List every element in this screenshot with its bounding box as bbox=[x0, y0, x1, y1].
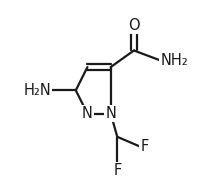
Text: O: O bbox=[128, 18, 140, 33]
Text: F: F bbox=[141, 139, 149, 154]
Text: N: N bbox=[105, 106, 116, 121]
Text: F: F bbox=[113, 163, 121, 178]
Text: N: N bbox=[82, 106, 93, 121]
Text: NH₂: NH₂ bbox=[160, 53, 188, 68]
Text: H₂N: H₂N bbox=[23, 83, 51, 98]
